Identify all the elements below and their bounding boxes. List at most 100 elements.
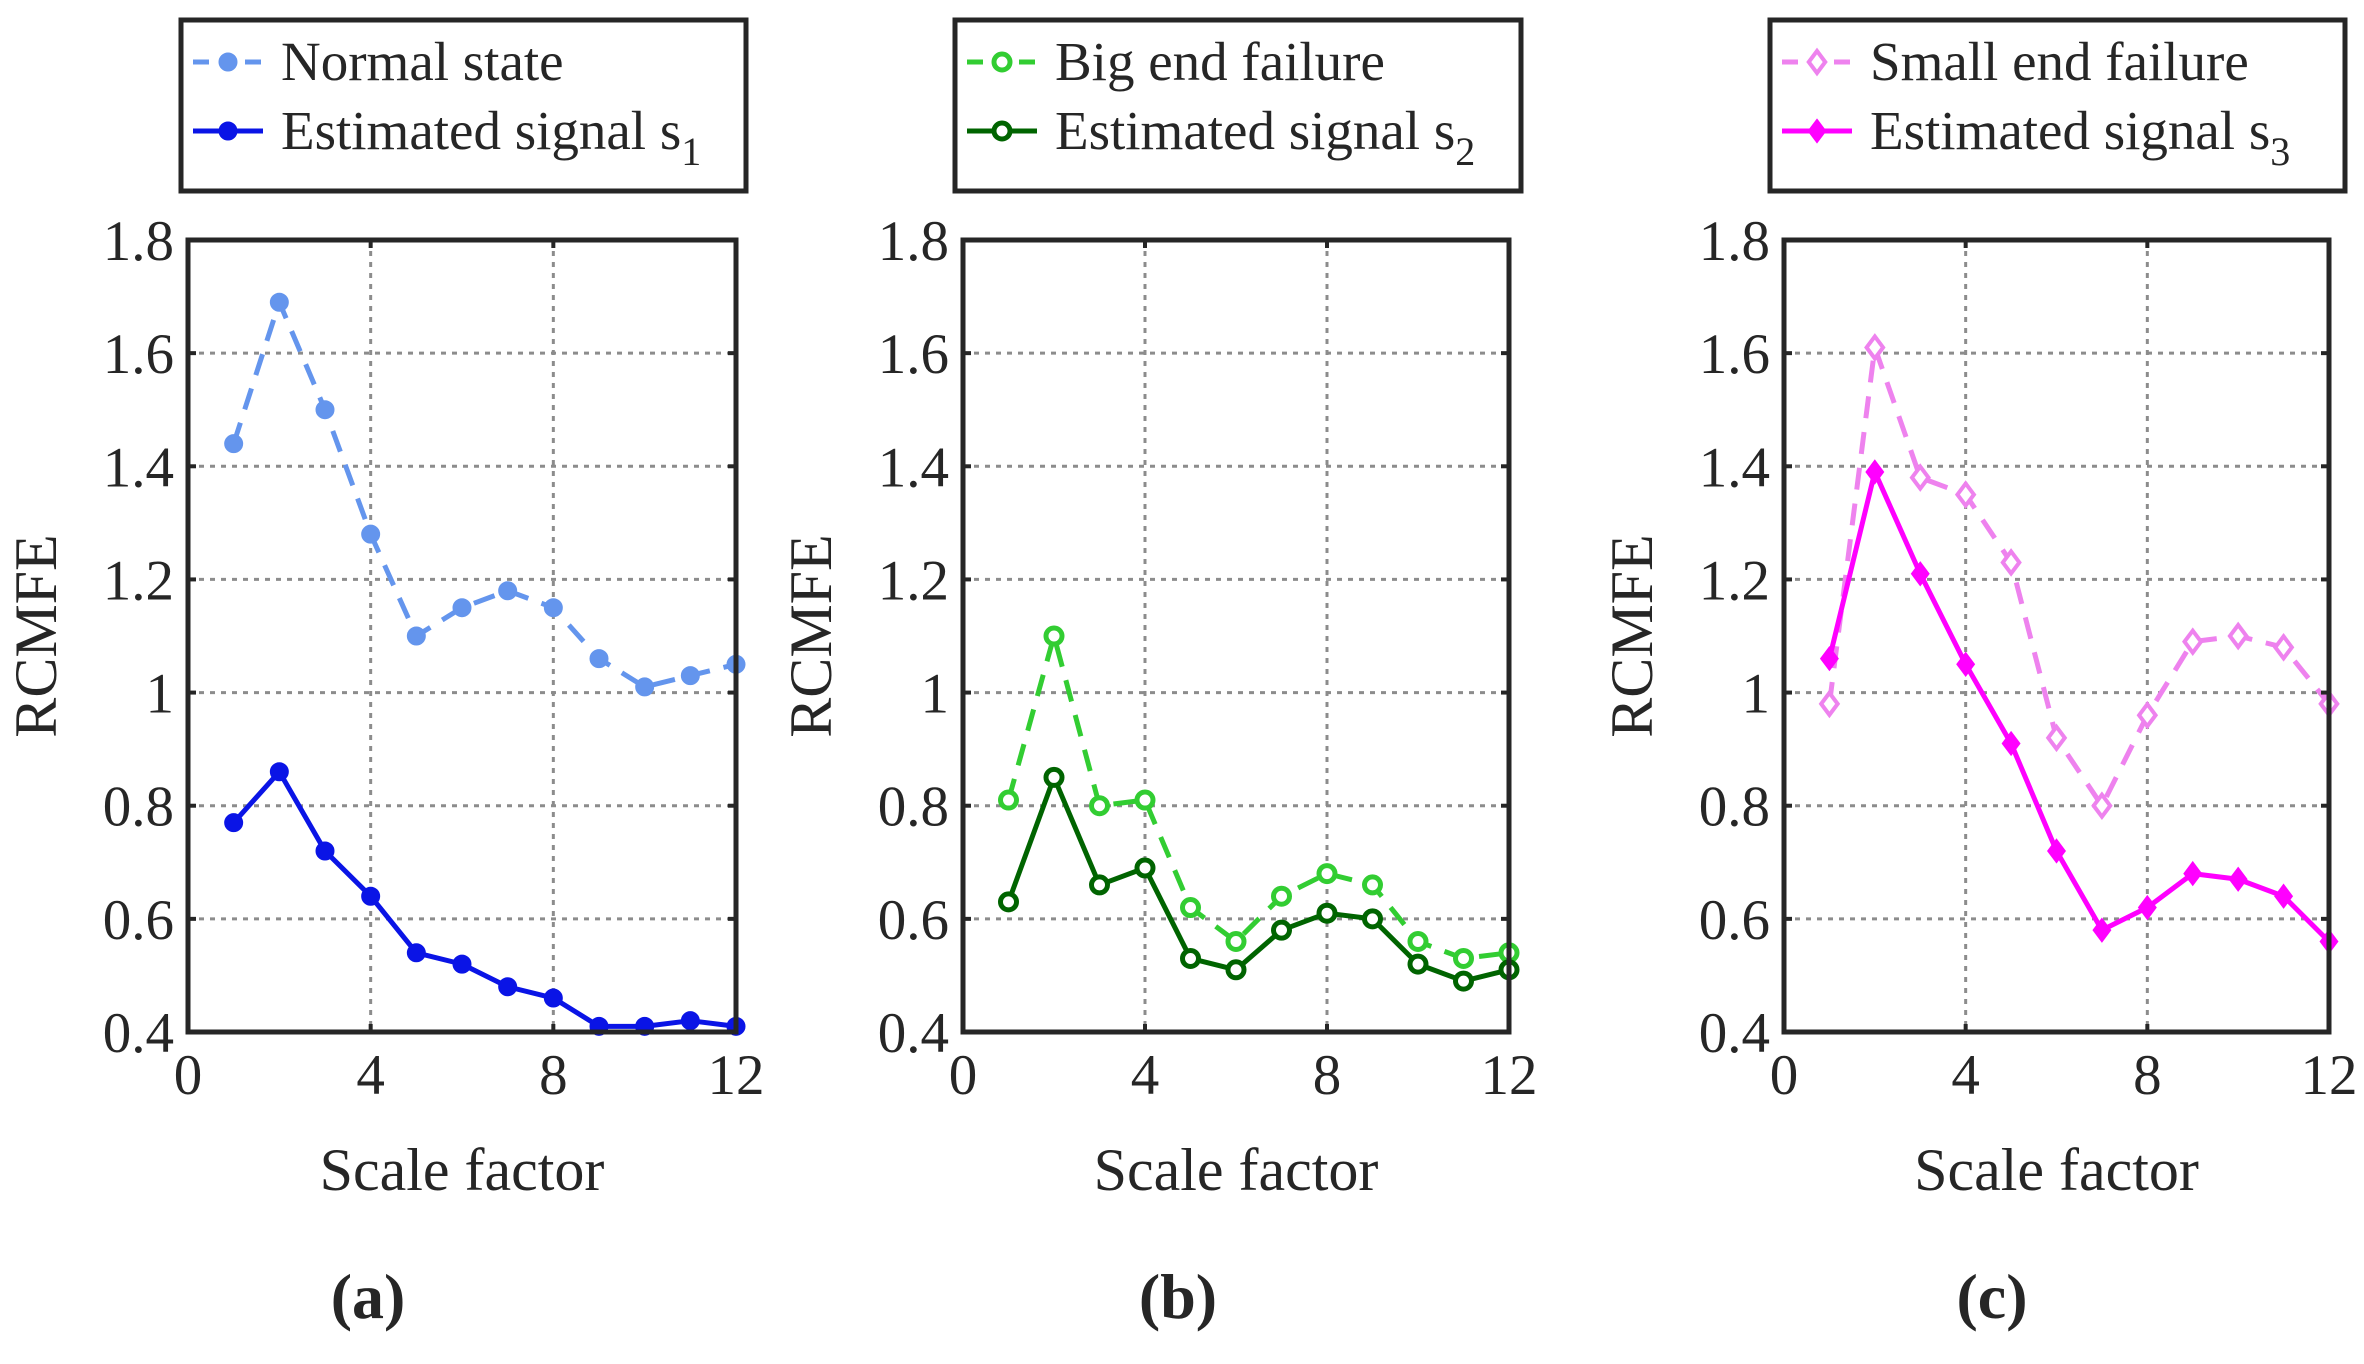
data-point <box>1134 789 1156 811</box>
axes-frame <box>960 237 1512 1035</box>
data-point <box>1271 919 1292 941</box>
data-point <box>2045 723 2068 753</box>
x-tick-label: 4 <box>1951 1044 1980 1107</box>
data-point <box>269 762 289 782</box>
y-tick-label: 1.6 <box>878 323 949 386</box>
data-point <box>1089 795 1110 817</box>
y-tick-label: 1.6 <box>103 323 174 386</box>
data-point <box>1316 863 1338 885</box>
data-point <box>998 789 1019 811</box>
data-point <box>269 292 289 312</box>
data-point <box>2000 548 2022 577</box>
data-point <box>1089 874 1110 896</box>
data-point <box>315 400 335 420</box>
data-point <box>2274 883 2294 909</box>
data-point <box>1910 561 1930 587</box>
x-tick-label: 12 <box>708 1044 765 1107</box>
x-tick-label: 4 <box>356 1044 385 1107</box>
data-point <box>1180 947 1201 969</box>
y-tick-label: 1.8 <box>103 210 174 273</box>
x-axis-label: Scale factor <box>1914 1137 2199 1203</box>
legend-label: Small end failure <box>1870 31 2249 92</box>
x-axis-label: Scale factor <box>1094 1137 1379 1203</box>
data-point <box>1316 902 1338 924</box>
legend-swatch-marker <box>991 120 1013 142</box>
legend-swatch-marker <box>218 52 238 72</box>
y-axis-label: RCMFE <box>1599 534 1665 737</box>
x-tick-label: 4 <box>1131 1044 1160 1107</box>
data-point <box>1956 651 1976 677</box>
data-point <box>2228 866 2248 892</box>
series-line <box>1826 469 2331 944</box>
x-tick-label: 0 <box>949 1044 978 1107</box>
x-tick-label: 12 <box>2301 1044 2358 1107</box>
legend-entry-0: Small end failure <box>1782 31 2249 92</box>
y-tick-label: 1.2 <box>878 549 949 612</box>
y-tick-label: 0.8 <box>1699 776 1770 839</box>
data-point <box>1362 874 1383 896</box>
series-0 <box>224 292 746 697</box>
data-point <box>1362 908 1383 930</box>
data-point <box>1818 689 1841 719</box>
data-point <box>1954 480 1977 509</box>
y-axis-label: RCMFE <box>778 534 844 737</box>
legend-entry-0: Big end failure <box>967 31 1385 92</box>
series-0 <box>998 625 1520 969</box>
y-tick-label: 1 <box>921 663 950 726</box>
data-point <box>1225 959 1247 981</box>
data-point <box>315 841 335 861</box>
data-point <box>998 891 1019 913</box>
panel-label: (c) <box>1956 1261 2027 1332</box>
panel-b: 0 4 8 12 0.4 0.6 0.8 1 1.2 1.4 1.6 1.8 Scale factor R… <box>778 17 1538 1332</box>
y-axis-label: RCMFE <box>3 534 69 737</box>
data-point <box>1453 947 1474 969</box>
axes-frame <box>1781 237 2332 1035</box>
data-point <box>1043 625 1065 647</box>
data-point <box>1134 857 1156 879</box>
panel-c: 0 4 8 12 0.4 0.6 0.8 1 1.2 1.4 1.6 1.8 Scale factor R… <box>1599 17 2358 1332</box>
data-point <box>2272 632 2295 662</box>
y-tick-label: 1 <box>146 663 175 726</box>
y-tick-label: 0.6 <box>1699 889 1770 952</box>
data-point <box>543 598 563 618</box>
data-point <box>224 434 244 454</box>
plot-area <box>188 240 736 1032</box>
y-tick-label: 0.4 <box>878 1002 949 1065</box>
panel-a: 0 4 8 12 0.4 0.6 0.8 1 1.2 1.4 1.6 1.8 Scale factor R… <box>3 17 765 1332</box>
data-point <box>680 666 700 686</box>
data-point <box>452 954 472 974</box>
data-point <box>1043 766 1065 788</box>
x-tick-label: 0 <box>1770 1044 1799 1107</box>
data-point <box>498 977 518 997</box>
y-tick-label: 1.2 <box>1699 549 1770 612</box>
y-tick-label: 1.4 <box>1699 436 1770 499</box>
data-point <box>1225 930 1247 952</box>
y-tick-label: 1 <box>1742 663 1771 726</box>
y-tick-label: 1.6 <box>1699 323 1770 386</box>
series-0 <box>1818 333 2340 821</box>
data-point <box>2136 700 2159 730</box>
series-line <box>231 299 737 690</box>
data-point <box>1271 885 1292 907</box>
legend-label-subscript: 1 <box>681 129 701 174</box>
legend-swatch-marker <box>1807 118 1827 144</box>
data-point <box>2137 894 2157 921</box>
legend-box <box>178 17 749 194</box>
series-1 <box>1819 459 2339 955</box>
x-tick-label: 0 <box>174 1044 203 1107</box>
data-point <box>2227 621 2249 651</box>
data-point <box>589 649 609 669</box>
legend-swatch-marker <box>218 121 238 141</box>
data-point <box>2092 917 2112 943</box>
data-point <box>635 677 655 697</box>
x-tick-label: 8 <box>1313 1044 1342 1107</box>
x-tick-label: 8 <box>539 1044 568 1107</box>
data-point <box>361 886 381 906</box>
data-point <box>1453 970 1474 992</box>
x-tick-label: 12 <box>1481 1044 1538 1107</box>
panel-label: (a) <box>331 1261 406 1332</box>
legend-swatch-marker <box>1806 47 1828 77</box>
